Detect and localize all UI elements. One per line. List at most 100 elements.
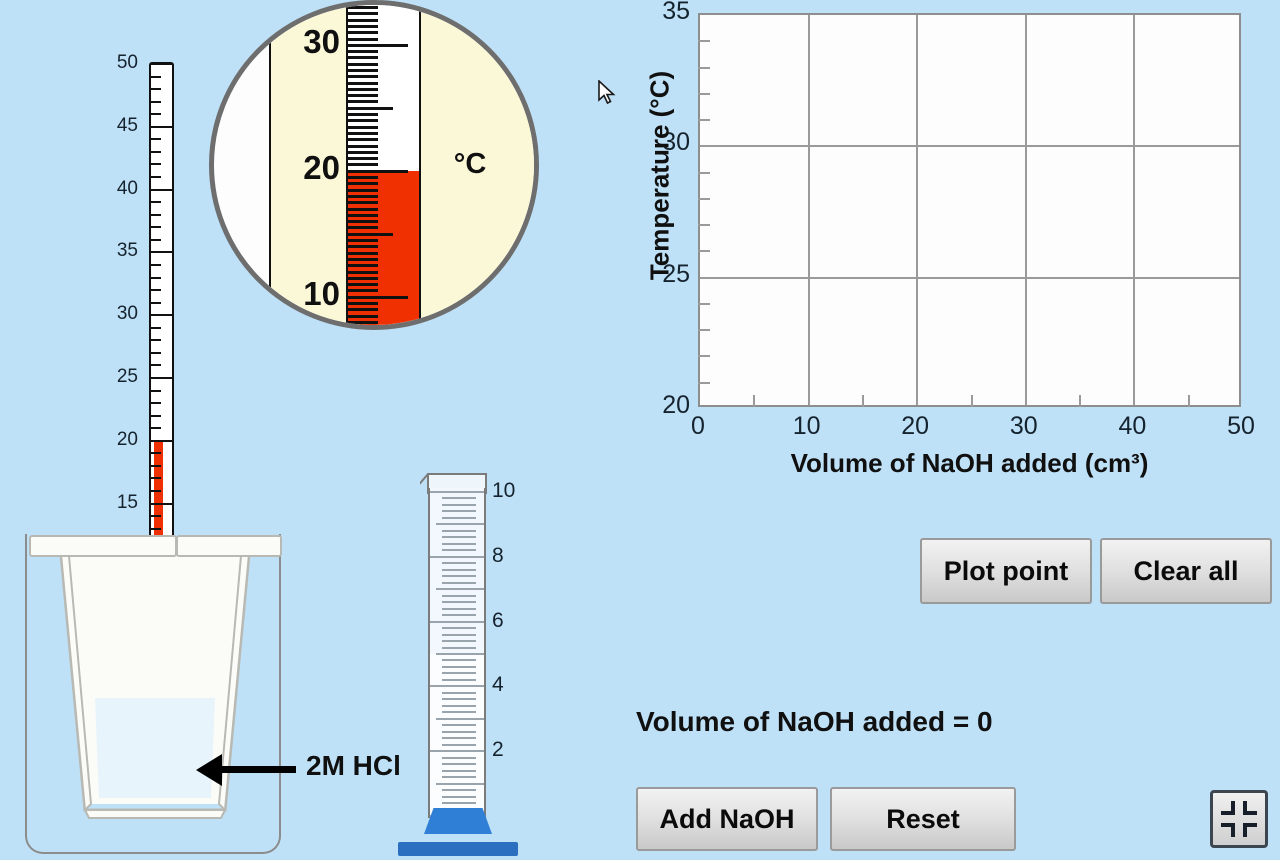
cylinder-tick [442, 698, 476, 701]
thermometer-tick [151, 276, 161, 279]
cylinder-tick [442, 607, 476, 610]
add-naoh-button[interactable]: Add NaOH [636, 787, 818, 851]
y-minor-tick [698, 224, 710, 227]
thermometer-tick-label: 15 [116, 491, 138, 513]
cylinder-tick [442, 711, 476, 714]
thermometer-tick [151, 477, 161, 480]
thermometer-tick [151, 301, 161, 304]
thermometer-tick [151, 176, 161, 179]
y-tick-label: 25 [662, 259, 690, 288]
cylinder-tick [430, 491, 484, 493]
x-axis-title: Volume of NaOH added (cm³) [790, 448, 1149, 478]
cylinder-base-cone [424, 808, 492, 834]
magnifier-tick [348, 163, 378, 167]
fs-corner-br [1243, 823, 1257, 837]
thermometer-tick [151, 125, 172, 128]
thermometer-tick [151, 502, 172, 505]
magnifier-tick [348, 320, 378, 324]
magnifier-line-2 [346, 5, 348, 325]
magnifier-tick [348, 283, 378, 287]
thermometer-tick-label: 50 [116, 52, 138, 73]
y-minor-tick [698, 329, 710, 332]
x-minor-tick [1079, 395, 1082, 407]
cylinder-foot [398, 842, 518, 856]
y-axis-title: Temperature (°C) [644, 70, 675, 281]
magnifier-band-left [270, 5, 348, 325]
thermometer-tick [151, 339, 161, 342]
magnifier-tick [348, 257, 378, 261]
cylinder-liquid [430, 654, 484, 816]
cylinder-tick [436, 588, 484, 591]
thermometer-tick [151, 377, 172, 379]
cylinder-tick [430, 685, 484, 688]
cylinder-tick [442, 542, 476, 545]
y-tick-label: 20 [662, 391, 690, 419]
cup-lid-left [29, 535, 177, 557]
cylinder-tick [442, 627, 476, 630]
y-minor-tick [698, 197, 710, 200]
clear-all-button[interactable]: Clear all [1100, 538, 1272, 604]
thermometer-tick [151, 238, 161, 241]
magnifier-tick [348, 37, 378, 41]
mouse-pointer [598, 80, 616, 105]
thermometer-tick [151, 427, 161, 430]
y-minor-tick [698, 250, 710, 253]
cylinder-tick [442, 510, 476, 513]
thermometer-tick [151, 389, 161, 392]
magnifier-tick [348, 213, 378, 217]
magnifier-tick [348, 113, 378, 117]
cylinder-tick [442, 568, 476, 571]
y-tick-label: 35 [662, 0, 690, 25]
magnifier-tick [348, 314, 378, 318]
thermometer-tick [151, 138, 161, 141]
thermometer-tick [151, 452, 161, 455]
measuring-cylinder: 10 8 6 4 2 [398, 468, 540, 860]
thermometer-tick [151, 188, 172, 191]
thermometer-tick [151, 289, 161, 292]
cylinder-tick [442, 737, 476, 740]
cylinder-tick [442, 497, 476, 500]
magnifier-content: 30 20 10 °C [214, 5, 534, 325]
cylinder-tick [442, 795, 476, 798]
magnifier-tick [348, 12, 378, 16]
plot-area[interactable] [698, 13, 1241, 407]
thermometer-tick [151, 414, 161, 417]
thermometer-tick [151, 490, 161, 493]
magnifier-tick [348, 56, 378, 60]
cylinder-tick [442, 536, 476, 539]
cylinder-tick [442, 516, 476, 519]
cylinder-tick [442, 769, 476, 772]
magnifier-tick [348, 6, 378, 10]
magnifier-tick [348, 94, 378, 98]
y-tick-label: 30 [662, 128, 690, 157]
magnifier-tick [348, 289, 378, 293]
thermometer-tick-label: 45 [116, 114, 138, 136]
thermometer-tick-label: 25 [116, 366, 138, 387]
fullscreen-expand-icon[interactable] [1210, 790, 1268, 848]
thermometer-tick-label: 40 [116, 177, 138, 199]
magnifier-tick [348, 144, 378, 148]
cylinder-tick [442, 665, 476, 668]
magnifier-tick [348, 24, 378, 28]
temperature-graph: 20 25 30 35 0 10 20 30 40 50 Temperature (°C) Vo… [600, 0, 1280, 500]
x-minor-tick [753, 395, 756, 407]
reset-button[interactable]: Reset [830, 787, 1016, 851]
magnifier-unit-label: °C [453, 148, 487, 180]
magnifier-tick [348, 87, 378, 91]
x-tick-label: 0 [691, 412, 705, 440]
magnifier-tick [348, 226, 378, 230]
thermometer-tick [151, 402, 161, 405]
cylinder-tick [442, 789, 476, 792]
x-gridline [1024, 15, 1027, 405]
magnifier-tick [348, 302, 378, 305]
cylinder-tick [442, 756, 476, 759]
magnifier-tick [348, 131, 378, 135]
cylinder-tick [442, 503, 476, 506]
y-gridline [700, 276, 1239, 279]
magnifier-tick [348, 220, 378, 224]
magnifier-tick [348, 251, 378, 255]
magnifier-tick [348, 50, 378, 54]
magnifier-tick [348, 106, 393, 110]
plot-point-button[interactable]: Plot point [920, 538, 1092, 604]
cup-liquid-hcl [95, 698, 215, 798]
